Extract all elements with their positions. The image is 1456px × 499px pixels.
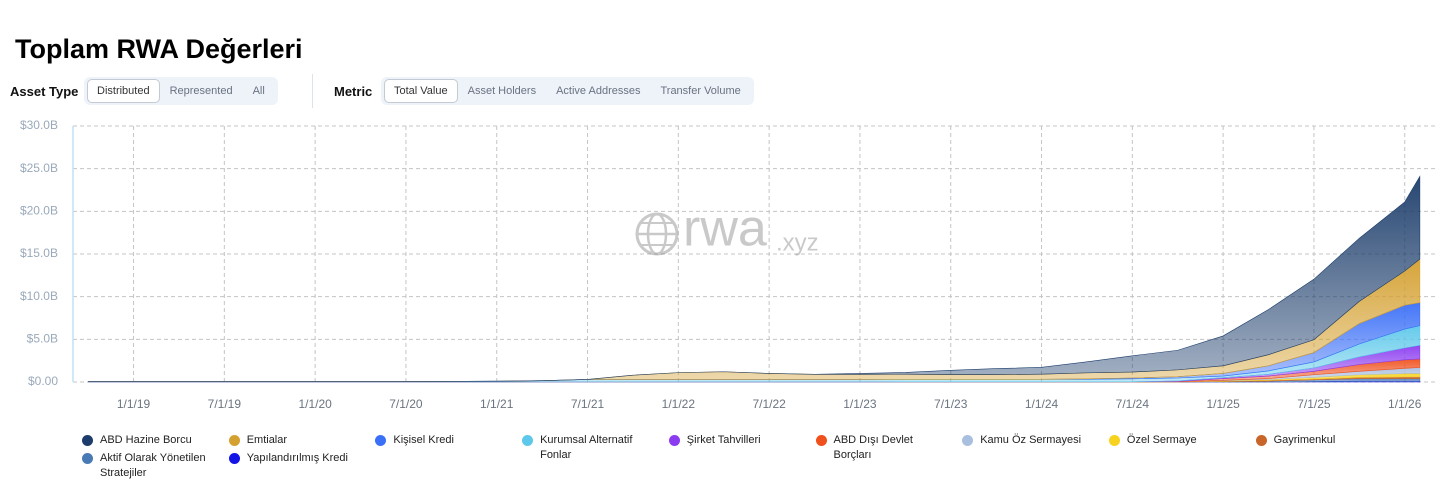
y-tick-label: $20.0B	[20, 204, 58, 218]
page-title: Toplam RWA Değerleri	[15, 34, 303, 64]
x-tick-label: 1/1/21	[480, 397, 514, 411]
watermark: rwa .xyz	[635, 200, 819, 258]
legend-item: Kamu Öz Sermayesi	[962, 433, 1097, 448]
x-tick-label: 7/1/21	[571, 397, 605, 411]
x-tick-label: 7/1/23	[934, 397, 968, 411]
y-tick-label: $0.00	[28, 374, 58, 388]
x-tick-label: 1/1/26	[1388, 397, 1422, 411]
legend-label: Gayrimenkul	[1273, 434, 1336, 446]
legend-label: ABD Dışı Devlet Borçları	[833, 434, 913, 461]
watermark-globe	[646, 212, 668, 256]
legend-swatch	[228, 435, 240, 446]
tab-group: Total Value Asset Holders Active Addresses…	[381, 77, 754, 105]
control-label: Metric	[334, 84, 373, 99]
legend-item: Yapılandırılmış Kredi	[228, 451, 364, 466]
watermark-globe	[635, 212, 679, 256]
x-tick-label: 1/1/22	[662, 397, 696, 411]
x-tick-label: 1/1/20	[298, 397, 332, 411]
legend-swatch	[1108, 435, 1120, 446]
tab-button[interactable]: Asset Holders	[467, 85, 537, 97]
watermark-text: rwa	[683, 200, 767, 258]
legend-label: Aktif Olarak Yönetilen Stratejiler	[100, 452, 206, 479]
watermark-suffix: .xyz	[776, 229, 819, 256]
tab-button[interactable]: Active Addresses	[556, 85, 641, 97]
tab-button[interactable]: Represented	[169, 85, 233, 97]
legend-swatch	[962, 435, 974, 446]
x-tick-label: 7/1/22	[752, 397, 786, 411]
x-tick-label: 1/1/19	[117, 397, 151, 411]
legend-swatch	[1255, 435, 1267, 446]
legend-swatch	[815, 435, 827, 446]
legend-swatch	[375, 435, 387, 446]
y-tick-label: $5.0B	[27, 332, 58, 346]
legend-label: Kurumsal Alternatif Fonlar	[540, 434, 633, 461]
legend-label: ABD Hazine Borcu	[100, 434, 192, 446]
x-tick-label: 7/1/24	[1116, 397, 1150, 411]
legend-swatch	[228, 453, 240, 464]
legend-item: Özel Sermaye	[1108, 433, 1244, 448]
legend-label: Emtialar	[246, 434, 288, 446]
areas	[87, 175, 1421, 383]
x-tick-label: 7/1/20	[389, 397, 423, 411]
legend-swatch	[82, 453, 93, 464]
legend-label: Özel Sermaye	[1126, 434, 1197, 446]
legend-item: Kişisel Kredi	[375, 433, 510, 448]
x-tick-label: 1/1/24	[1025, 397, 1059, 411]
legend-item: Şirket Tahvilleri	[668, 433, 804, 448]
y-tick-label: $10.0B	[20, 289, 58, 303]
legend-label: Kişisel Kredi	[393, 434, 454, 446]
tab-group: Distributed Represented All	[84, 77, 278, 105]
tab-button[interactable]: Distributed	[87, 79, 160, 103]
x-tick-label: 7/1/19	[208, 397, 242, 411]
x-tick-label: 1/1/23	[843, 397, 877, 411]
control-label: Asset Type	[10, 84, 79, 99]
divider	[312, 74, 313, 108]
area	[88, 175, 1421, 382]
legend-item: ABD Hazine Borcu	[82, 433, 217, 448]
y-tick-label: $15.0B	[20, 246, 58, 260]
legend-label: Şirket Tahvilleri	[686, 434, 761, 446]
y-tick-label: $25.0B	[20, 161, 58, 175]
legend-swatch	[522, 435, 534, 446]
x-tick-label: 1/1/25	[1206, 397, 1240, 411]
tab-button[interactable]: All	[252, 85, 265, 97]
legend-item: Kurumsal Alternatif Fonlar	[522, 433, 657, 463]
y-tick-label: $30.0B	[20, 118, 58, 132]
legend-item: Emtialar	[228, 433, 364, 448]
legend-swatch	[82, 435, 93, 446]
legend-label: Yapılandırılmış Kredi	[246, 452, 348, 464]
tab-button[interactable]: Transfer Volume	[660, 85, 741, 97]
legend-swatch	[668, 435, 680, 446]
legend-item: Gayrimenkul	[1255, 433, 1391, 448]
grid: $0.00 $5.0B $10.0B $15.0B $20.0B $25.0B $30.0B…	[20, 118, 1435, 411]
legend-item: Aktif Olarak Yönetilen Stratejiler	[82, 451, 217, 481]
legend-item: ABD Dışı Devlet Borçları	[815, 433, 951, 463]
x-tick-label: 7/1/25	[1297, 397, 1331, 411]
tab-button[interactable]: Total Value	[384, 79, 458, 103]
legend-label: Kamu Öz Sermayesi	[980, 434, 1082, 446]
